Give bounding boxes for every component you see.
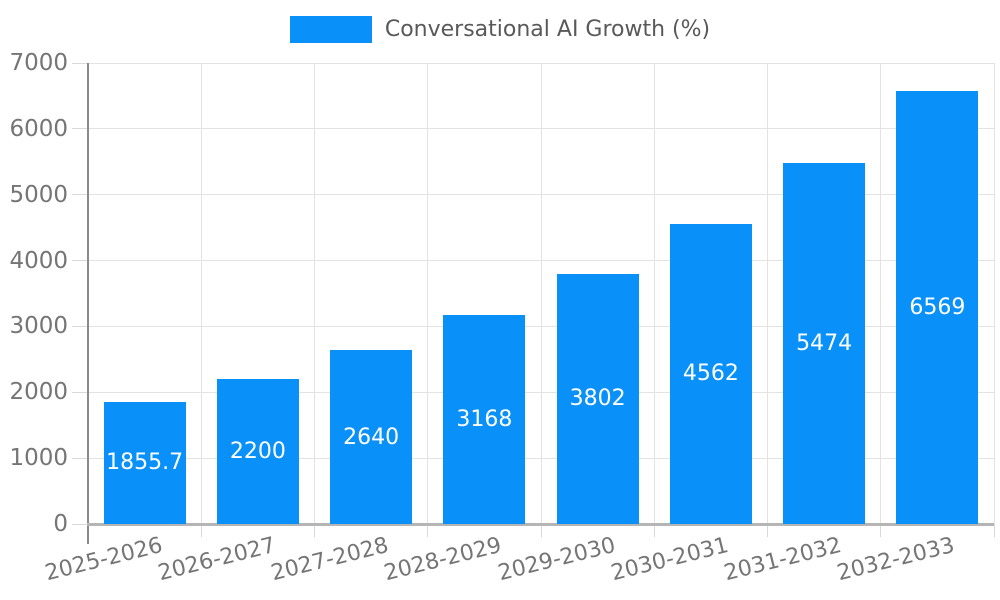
- gridline-x-1: [200, 63, 202, 524]
- y-tick-label: 5000: [9, 181, 68, 208]
- y-tick-label: 7000: [9, 50, 68, 76]
- y-tick-label: 6000: [9, 115, 68, 142]
- x-tick: [427, 524, 429, 537]
- y-tick: [72, 260, 88, 262]
- y-tick-label: 1000: [9, 445, 68, 472]
- bar-value-label: 4562: [682, 361, 739, 387]
- y-tick: [72, 391, 88, 393]
- y-tick-label: 2000: [9, 379, 68, 406]
- bar-value-label: 1855.7: [106, 450, 184, 476]
- bar: 2640: [330, 350, 413, 524]
- bars-layer: 1855.7 2200 2640 3168 3802 4562 5474 6569: [88, 63, 994, 524]
- bar-value-label: 2640: [343, 424, 400, 450]
- y-tick: [72, 128, 88, 130]
- x-axis-labels: 2025-2026 2026-2027 2027-2028 2028-2029 2029…: [42, 63, 994, 586]
- grid-layer: [72, 62, 995, 537]
- gridline-x-3: [427, 63, 429, 524]
- bar: 1855.7: [103, 401, 186, 524]
- plot-area: 1855.7 2200 2640 3168 3802 4562 5474 6569 0 1000…: [9, 50, 995, 586]
- y-tick: [72, 194, 88, 196]
- legend: Conversational AI Growth (%): [0, 16, 1000, 43]
- x-tick: [880, 524, 882, 537]
- bar: 5474: [783, 163, 866, 524]
- bar-value-label: 6569: [909, 295, 966, 321]
- x-tick: [653, 524, 655, 537]
- y-tick: [72, 62, 88, 64]
- x-tick: [540, 524, 542, 537]
- legend-swatch: [289, 16, 372, 43]
- gridline-x-4: [540, 63, 542, 524]
- y-tick-label: 4000: [9, 247, 68, 274]
- y-tick: [72, 325, 88, 327]
- y-axis-line: [87, 63, 89, 544]
- bar-value-label: 3168: [456, 407, 513, 433]
- x-tick: [767, 524, 768, 537]
- y-axis-labels: 0 1000 2000 3000 4000 5000 6000 7000: [9, 50, 994, 537]
- gridline-x-6: [767, 63, 768, 524]
- gridline-x-2: [314, 63, 315, 524]
- x-tick: [993, 524, 995, 537]
- bar: 3168: [443, 315, 526, 524]
- y-tick: [72, 523, 88, 525]
- bar: 2200: [216, 379, 299, 524]
- legend-label: Conversational AI Growth (%): [384, 17, 711, 42]
- bar: 6569: [896, 91, 979, 524]
- bar: 4562: [669, 223, 752, 524]
- gridline-x-8: [993, 63, 995, 524]
- bar-value-label: 5474: [796, 331, 853, 357]
- gridline-x-7: [880, 63, 882, 524]
- x-tick: [200, 524, 202, 537]
- bar: 3802: [556, 273, 639, 524]
- y-tick-label: 0: [53, 511, 68, 537]
- bar-value-label: 3802: [569, 386, 626, 412]
- x-axis-line: [87, 523, 994, 526]
- gridline-x-5: [653, 63, 655, 524]
- x-tick: [314, 524, 315, 537]
- bar-value-label: 2200: [229, 439, 286, 465]
- y-tick: [72, 457, 88, 459]
- y-tick-label: 3000: [9, 313, 68, 340]
